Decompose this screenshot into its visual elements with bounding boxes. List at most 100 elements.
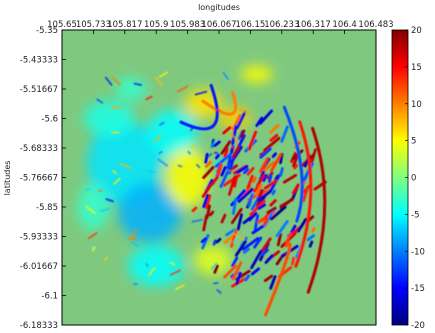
heatmap-stripe <box>227 175 237 196</box>
heatmap-stripe <box>262 217 269 227</box>
heatmap-ripple <box>147 170 156 173</box>
heatmap-stripe <box>200 237 207 244</box>
heatmap-arc <box>282 105 304 223</box>
heatmap-ripple <box>154 76 163 87</box>
heatmap-stripe <box>269 123 280 134</box>
heatmap-ripple <box>91 246 96 252</box>
colorbar-tick-label: -20 <box>411 321 425 331</box>
heatmap-ripple <box>213 157 223 166</box>
y-tick-label: -5.76667 <box>20 174 58 184</box>
heatmap-stripe <box>275 220 289 238</box>
heatmap-ripple <box>194 90 208 96</box>
heatmap-arc <box>294 120 313 268</box>
heatmap-stripe <box>205 194 212 209</box>
y-tick-label: -5.6 <box>41 115 58 125</box>
colorbar: 20 15 10 5 0 -5 -10 -15 -20 <box>391 26 425 331</box>
heatmap-ripple <box>228 169 234 173</box>
heatmap-stripe <box>220 166 227 177</box>
heatmap-stripe <box>223 264 238 279</box>
heatmap-ripple <box>132 282 138 286</box>
heatmap-ripple <box>177 85 189 93</box>
heatmap-ripple <box>145 95 153 101</box>
x-tick-label: 106.15 <box>236 20 266 30</box>
heatmap-stripe <box>271 152 277 158</box>
heatmap-stripe <box>253 214 260 231</box>
heatmap-stripe <box>284 232 293 245</box>
heatmap-stripe <box>226 154 232 170</box>
heatmap-stripe <box>252 176 257 183</box>
heatmap-ripple <box>195 163 201 169</box>
heatmap-stripe <box>220 140 232 155</box>
colorbar-ticks: 20 15 10 5 0 -5 -10 -15 -20 <box>405 26 425 331</box>
heatmap-stripe <box>231 256 239 268</box>
y-axis-title: latitudes <box>3 161 12 196</box>
heatmap-blob-layer <box>77 65 273 287</box>
heatmap-ripple <box>153 134 162 143</box>
heatmap-stripe <box>251 223 266 235</box>
y-tick-label: -5.43333 <box>20 56 58 66</box>
heatmap-arc <box>306 126 327 294</box>
heatmap-stripe <box>231 197 238 215</box>
heatmap-ripple <box>105 198 114 203</box>
heatmap-stripe <box>256 173 266 188</box>
heatmap-stripe <box>260 248 269 257</box>
y-tick-label: -6.1 <box>41 292 58 302</box>
heatmap-ripple <box>99 207 110 213</box>
x-tick-label: 105.983 <box>170 20 205 30</box>
heatmap-stripe <box>212 239 217 246</box>
x-tick-label: 106.317 <box>296 20 331 30</box>
x-tick-label: 105.733 <box>76 20 111 30</box>
x-axis-title: longitudes <box>198 3 240 12</box>
heatmap-ripple <box>233 233 245 241</box>
heatmap-stripe <box>247 193 254 208</box>
heatmap-stripe <box>269 133 279 142</box>
heatmap-stripe <box>247 130 258 151</box>
heatmap-stripe <box>257 190 272 202</box>
heatmap-ripple <box>119 162 132 169</box>
heatmap-ripple <box>190 145 196 149</box>
heatmap-ripple <box>169 269 182 276</box>
heatmap-ripple <box>207 152 213 158</box>
y-tick-label: -5.85 <box>36 203 58 213</box>
heatmap-ripple <box>159 121 165 126</box>
heatmap-stripe <box>254 183 263 197</box>
heatmap-stripe <box>269 275 277 290</box>
heatmap-stripe <box>263 274 274 282</box>
heatmap-stripe <box>204 160 212 168</box>
heatmap-stripe <box>202 214 208 232</box>
heatmap-stripe <box>219 168 230 188</box>
heatmap-ripple <box>215 167 221 173</box>
y-tick-label: -6.18333 <box>20 321 58 331</box>
heatmap-ripple <box>129 229 138 240</box>
heatmap-stripe <box>231 125 238 146</box>
heatmap-ripple <box>230 132 239 144</box>
heatmap-stripe <box>264 254 274 264</box>
heatmap-ripple <box>158 150 163 155</box>
heatmap-blob <box>127 245 185 287</box>
x-tick-label: 106.233 <box>264 20 299 30</box>
heatmap-ripple <box>111 131 120 134</box>
heatmap-stripe <box>239 129 246 139</box>
heatmap-stripe <box>262 161 275 172</box>
heatmap-ripple <box>148 266 156 276</box>
colorbar-tick-label: 5 <box>411 137 416 147</box>
heatmap-stripe <box>276 233 282 247</box>
heatmap-stripe <box>262 173 268 182</box>
heatmap-blob <box>83 100 135 137</box>
colorbar-tick-label: 20 <box>411 26 422 36</box>
heatmap-arc <box>264 242 292 317</box>
heatmap-stripe <box>253 236 263 249</box>
heatmap-stripe <box>242 212 257 225</box>
heatmap-stripe <box>257 217 266 224</box>
colorbar-tick-label: -5 <box>411 210 419 220</box>
heatmap-stripe <box>259 187 273 197</box>
heatmap-stripe <box>201 184 212 198</box>
heatmap-stripe <box>231 145 241 159</box>
heatmap-stripe <box>255 116 264 127</box>
heatmap-stripe <box>270 153 283 172</box>
heatmap-ripple <box>175 284 185 291</box>
heatmap-field <box>77 65 327 317</box>
heatmap-ripple <box>111 106 122 109</box>
heatmap-stripe <box>235 272 242 285</box>
